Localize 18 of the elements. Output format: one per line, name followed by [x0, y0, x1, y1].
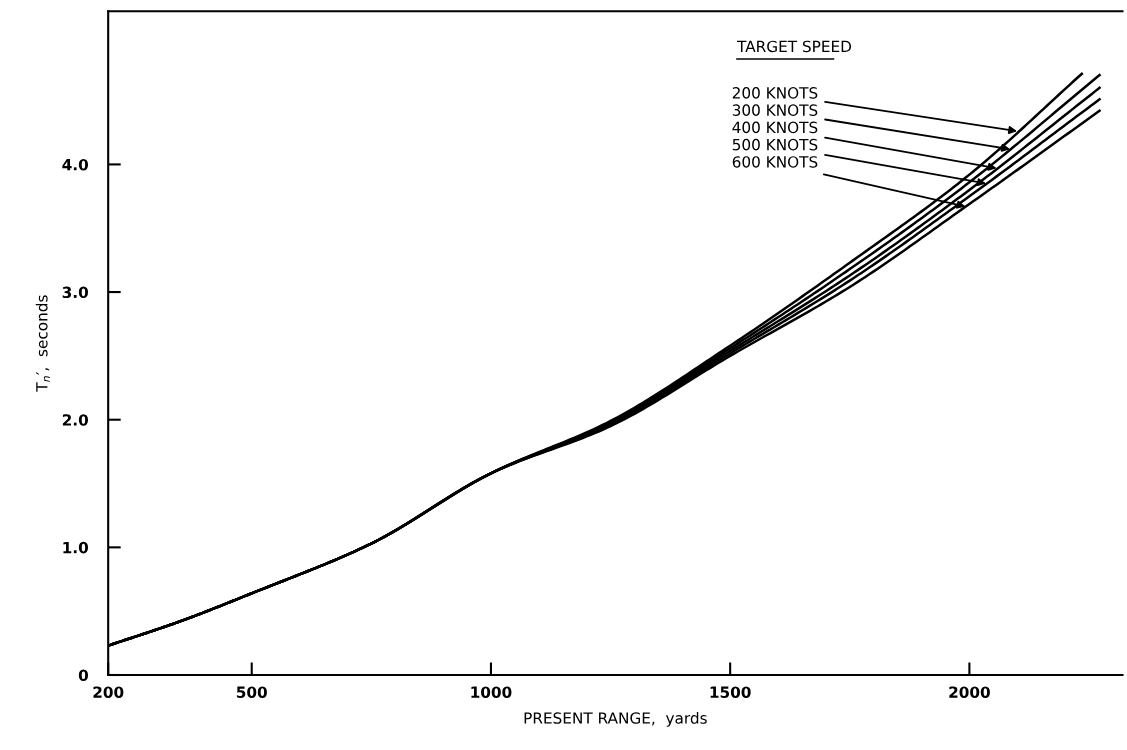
y-tick-label: 3.0 — [62, 286, 89, 299]
y-axis-title: T$_{n}$′, seconds — [35, 295, 50, 392]
annotation: 500 KNOTS — [732, 138, 818, 151]
x-tick-label: 2000 — [949, 686, 990, 698]
x-axis-title: PRESENT RANGE, yards — [524, 712, 707, 727]
annotation: 600 KNOTS — [732, 156, 818, 168]
x-tick-label: 1500 — [710, 686, 751, 698]
x-tick-label: 500 — [236, 686, 267, 698]
y-tick-label: 0 — [78, 669, 89, 682]
y-tick-label: 4.0 — [62, 158, 89, 171]
annotation: 300 KNOTS — [732, 104, 818, 116]
annotation: 400 KNOTS — [732, 121, 818, 134]
annotation: 200 KNOTS — [732, 87, 818, 99]
annotation: TARGET SPEED — [737, 40, 852, 53]
x-tick-label: 200 — [93, 686, 124, 698]
x-tick-label: 1000 — [471, 686, 512, 698]
y-tick-label: 1.0 — [63, 541, 89, 554]
y-tick-label: 2.0 — [62, 414, 89, 426]
